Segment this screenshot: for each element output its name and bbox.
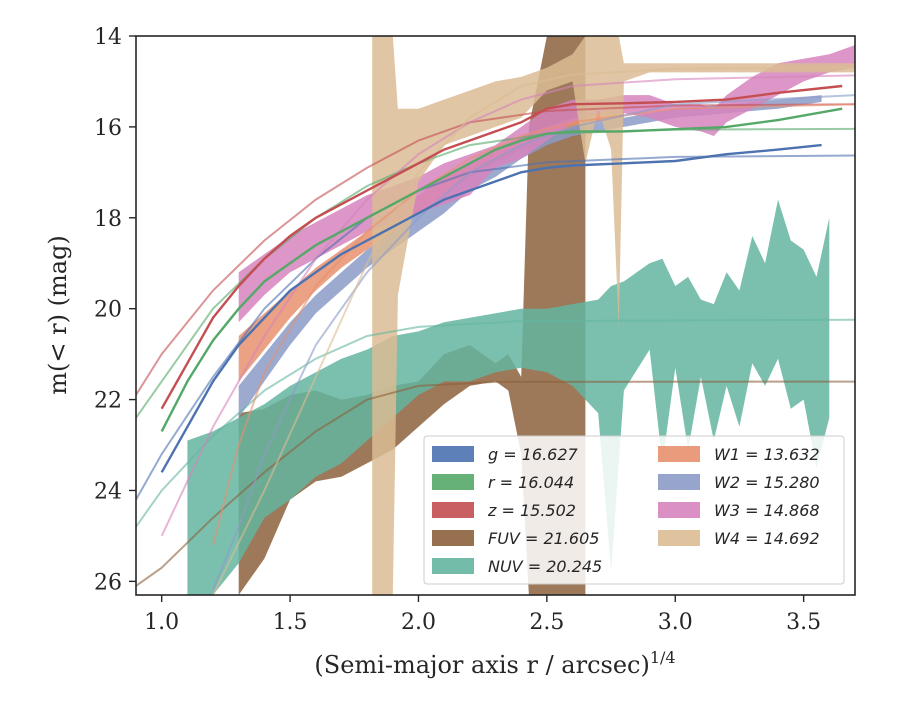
lines-layer (136, 66, 855, 595)
x-axis-title: (Semi-major axis r / arcsec)1/4 (314, 648, 675, 679)
x-tick-label: 3.5 (786, 610, 821, 635)
legend-label-nuv: NUV = 20.245 (488, 557, 602, 576)
legend-label-w2: W2 = 15.280 (714, 473, 820, 492)
y-tick-label: 14 (94, 25, 122, 50)
legend-label-fuv: FUV = 21.605 (488, 529, 599, 548)
plot-frame (135, 35, 856, 596)
x-tick-label: 2.0 (401, 610, 436, 635)
x-tick-label: 1.0 (144, 610, 179, 635)
y-tick-label: 22 (94, 389, 122, 414)
legend: g = 16.627 r = 16.044 z = 15.502 FUV = 21.6… (423, 435, 845, 585)
legend-swatch-nuv (432, 558, 474, 574)
curve-line-r (160, 107, 843, 432)
y-tick-label: 20 (94, 298, 122, 323)
legend-label-w4: W4 = 14.692 (714, 529, 820, 548)
band-w4 (372, 36, 855, 595)
model-line-w2 (212, 94, 855, 591)
y-tick-label: 24 (94, 479, 122, 504)
legend-label-r: r = 16.044 (488, 473, 574, 492)
x-tick-label: 1.5 (273, 610, 308, 635)
y-axis-title: m(< r) (mag) (44, 235, 72, 394)
x-tick-label: 3.0 (658, 610, 693, 635)
legend-swatch-w3 (658, 502, 700, 518)
x-axis: 1.0 1.5 2.0 2.5 3.0 3.5 (144, 595, 821, 635)
legend-label-w3: W3 = 14.868 (714, 501, 820, 520)
model-line-z (136, 103, 855, 396)
legend-label-w1: W1 = 13.632 (714, 445, 820, 464)
bands-layer (187, 36, 855, 595)
y-tick-label: 18 (94, 207, 122, 232)
y-axis: 14 16 18 20 22 24 26 (94, 25, 136, 595)
legend-swatch-fuv (432, 530, 474, 546)
model-line-w3 (160, 74, 855, 537)
band-nuv (187, 199, 830, 595)
legend-swatch-g (432, 446, 474, 462)
y-tick-label: 16 (94, 116, 122, 141)
legend-box (423, 435, 845, 585)
model-line-fuv (136, 380, 855, 587)
legend-label-g: g = 16.627 (488, 445, 579, 464)
model-line-w4 (212, 66, 855, 595)
x-tick-label: 2.5 (529, 610, 564, 635)
model-line-nuv (136, 318, 855, 528)
curve-line-z (160, 84, 843, 410)
curve-line-g (160, 143, 822, 473)
legend-label-z: z = 15.502 (487, 501, 576, 520)
y-tick-label: 26 (94, 570, 122, 595)
legend-swatch-w1 (658, 446, 700, 462)
band-w3 (238, 45, 855, 323)
legend-swatch-z (432, 502, 474, 518)
legend-swatch-w2 (658, 474, 700, 490)
legend-swatch-r (432, 474, 474, 490)
legend-swatch-w4 (658, 530, 700, 546)
